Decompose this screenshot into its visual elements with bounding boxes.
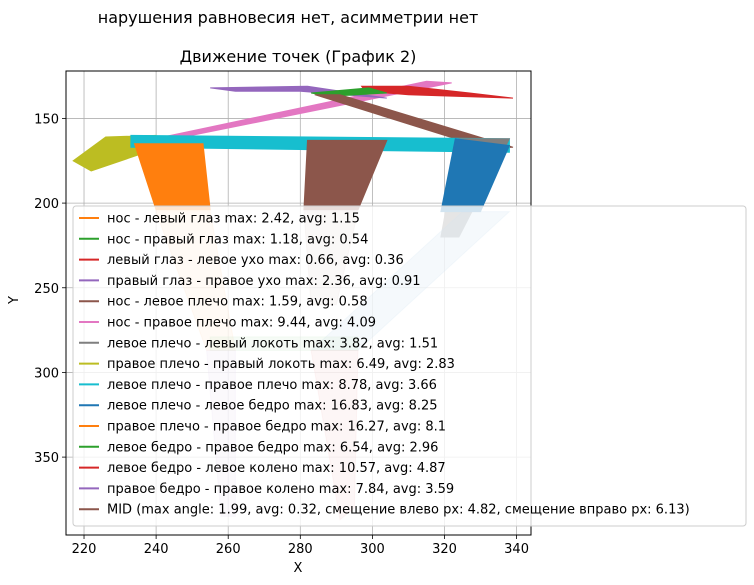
x-tick-label: 260 [216, 542, 241, 557]
legend-entry: левый глаз - левое ухо max: 0.66, avg: 0… [107, 253, 404, 268]
y-tick-label: 350 [34, 451, 59, 466]
x-axis-label: X [294, 561, 303, 576]
chart-title: Движение точек (График 2) [180, 47, 417, 66]
legend-entry: нос - правый глаз max: 1.18, avg: 0.54 [107, 232, 368, 247]
x-tick-label: 300 [360, 542, 385, 557]
legend-entry: правый глаз - правое ухо max: 2.36, avg:… [107, 274, 421, 289]
y-axis-label: Y [7, 296, 22, 305]
legend-entry: правое плечо - правый локоть max: 6.49, … [107, 357, 455, 372]
legend-entry: левое плечо - левое бедро max: 16.83, av… [107, 399, 438, 414]
movement-band [133, 143, 211, 211]
legend-entry: нос - левый глаз max: 2.42, avg: 1.15 [107, 212, 360, 227]
legend: нос - левый глаз max: 2.42, avg: 1.15 нос… [72, 205, 747, 527]
legend-entry: MID (max angle: 1.99, avg: 0.32, смещени… [107, 503, 690, 518]
y-tick-label: 150 [34, 112, 59, 127]
x-tick-label: 320 [432, 542, 457, 557]
legend-entry: правое плечо - правое бедро max: 16.27, … [107, 420, 446, 435]
x-tick-label: 220 [72, 542, 97, 557]
y-tick-label: 200 [34, 197, 59, 212]
movement-band [314, 94, 514, 150]
legend-entry: правое бедро - правое колено max: 7.84, … [107, 482, 454, 497]
legend-entry: нос - правое плечо max: 9.44, avg: 4.09 [107, 316, 376, 331]
legend-box [72, 205, 747, 527]
axis-ticks: 220 240 260 280 300 320 340 150 200 250 300 350 [34, 112, 529, 557]
legend-entry: левое плечо - левый локоть max: 3.82, av… [107, 336, 438, 351]
legend-entry: левое плечо - правое плечо max: 8.78, av… [107, 378, 437, 393]
y-tick-label: 300 [34, 366, 59, 381]
x-tick-label: 280 [288, 542, 313, 557]
x-tick-label: 240 [144, 542, 169, 557]
figure-suptitle: нарушения равновесия нет, асимметрии нет [97, 8, 479, 27]
movement-band [303, 139, 388, 211]
y-tick-label: 250 [34, 282, 59, 297]
legend-entry: левое бедро - левое колено max: 10.57, a… [107, 461, 446, 476]
x-tick-label: 340 [504, 542, 529, 557]
legend-entry: левое бедро - правое бедро max: 6.54, av… [107, 440, 438, 455]
legend-entry: нос - левое плечо max: 1.59, avg: 0.58 [107, 295, 368, 310]
